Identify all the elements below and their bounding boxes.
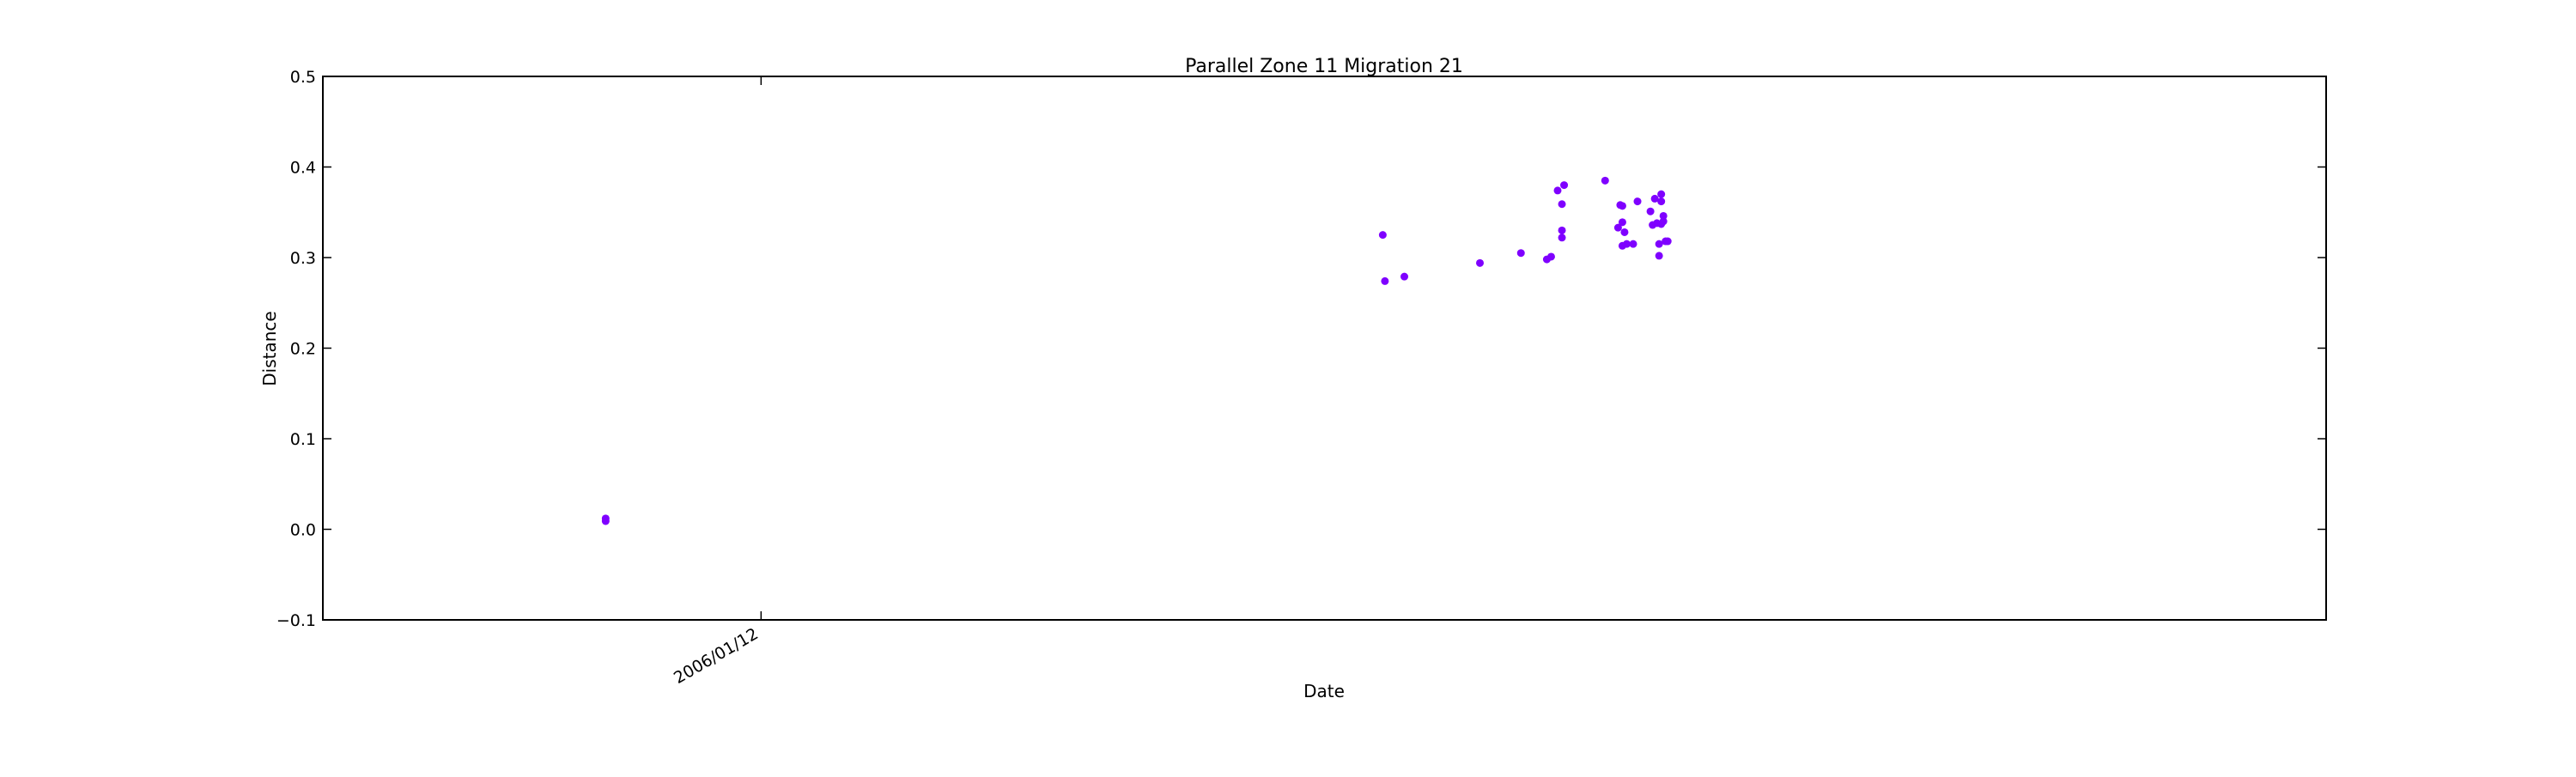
data-point — [1558, 226, 1566, 234]
y-axis-ticks: −0.1 0.0 0.1 0.2 0.3 0.4 0.5 — [276, 68, 2326, 630]
chart-title: Parallel Zone 11 Migration 21 — [1185, 56, 1463, 77]
data-point — [1546, 252, 1555, 261]
data-point — [1618, 202, 1626, 210]
data-point — [1663, 237, 1672, 246]
data-point — [1629, 240, 1637, 248]
y-tick-label: 0.3 — [290, 249, 316, 268]
data-points — [601, 176, 1672, 525]
y-tick-label: 0.5 — [290, 68, 316, 87]
data-point — [1657, 190, 1666, 198]
data-point — [601, 517, 610, 525]
data-point — [1381, 276, 1389, 285]
data-point — [1558, 200, 1566, 209]
y-tick-label: 0.2 — [290, 340, 316, 359]
data-point — [1516, 249, 1525, 258]
y-tick-label: −0.1 — [276, 611, 316, 630]
data-point — [1558, 234, 1566, 242]
data-point — [1633, 197, 1642, 206]
data-point — [1601, 176, 1609, 185]
data-point — [1378, 231, 1387, 240]
plot-area — [323, 76, 2326, 620]
data-point — [1655, 252, 1663, 260]
y-tick-label: 0.1 — [290, 430, 316, 449]
data-point — [1655, 240, 1663, 248]
y-tick-label: 0.4 — [290, 159, 316, 178]
data-point — [1613, 223, 1622, 232]
data-point — [1553, 186, 1562, 195]
y-axis-label: Distance — [259, 311, 280, 385]
data-point — [1400, 272, 1409, 281]
data-point — [1618, 218, 1626, 227]
data-point — [1620, 228, 1629, 236]
y-tick-label: 0.0 — [290, 521, 316, 540]
data-point — [1650, 194, 1659, 203]
data-point — [1560, 181, 1569, 190]
data-point — [1657, 197, 1666, 206]
data-point — [1646, 207, 1655, 215]
x-axis-label: Date — [1303, 681, 1345, 701]
data-point — [1659, 211, 1668, 220]
data-point — [1659, 217, 1668, 226]
x-tick-label: 2006/01/12 — [671, 624, 762, 688]
data-point — [1476, 258, 1485, 267]
data-point — [1622, 240, 1631, 248]
